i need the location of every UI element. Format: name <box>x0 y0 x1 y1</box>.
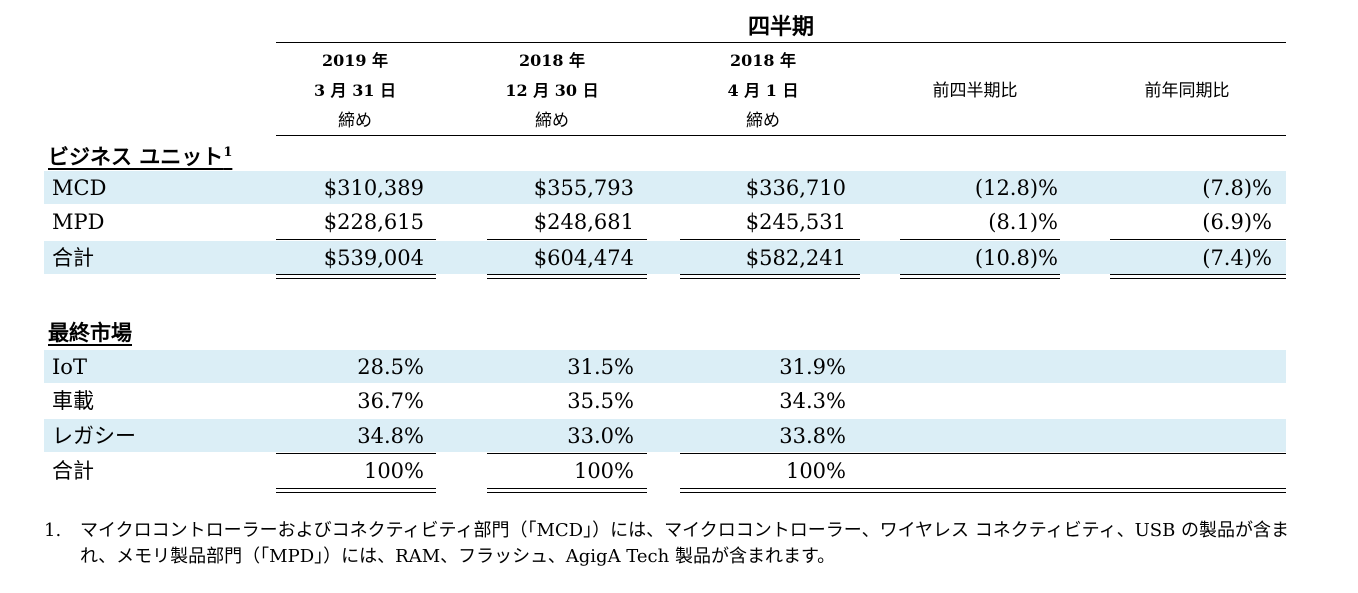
double-rule-col4 <box>900 274 1060 279</box>
footnote-mark: 1 <box>223 145 233 160</box>
row-band-iot <box>44 350 1286 383</box>
cell-mcd-q1-2019: $310,389 <box>323 176 424 200</box>
total-rule-col1 <box>276 239 436 240</box>
row-label-legacy: レガシー <box>52 424 136 448</box>
cell-total-q1-2018: $582,241 <box>745 246 846 270</box>
cell-total-q1-2019: $539,004 <box>323 246 424 270</box>
em-double-rule-col1 <box>276 488 436 493</box>
col2-year: 2018 年 <box>518 51 586 70</box>
double-rule-col1 <box>276 274 436 279</box>
row-label-total-em: 合計 <box>52 459 94 483</box>
quarter-group-title: 四半期 <box>747 14 814 40</box>
end-markets-heading: 最終市場 <box>48 320 132 345</box>
cell-total-yoy: (7.4)% <box>1202 246 1272 270</box>
double-rule-col3 <box>680 274 860 279</box>
col3-year: 2018 年 <box>729 51 797 70</box>
cell-legacy-q1-2019: 34.8% <box>357 424 424 448</box>
cell-mcd-yoy: (7.8)% <box>1202 176 1272 200</box>
col1-year: 2019 年 <box>321 51 389 70</box>
em-total-rule-col2 <box>487 453 647 454</box>
total-rule-col2 <box>487 239 647 240</box>
cell-automotive-q1-2019: 36.7% <box>357 389 424 413</box>
double-rule-col2 <box>487 274 647 279</box>
col3-date: 4 月 1 日 <box>727 81 799 100</box>
total-rule-col5 <box>1110 239 1286 240</box>
cell-mcd-q4-2018: $355,793 <box>533 176 634 200</box>
row-band-mcd <box>44 171 1286 204</box>
col1-end: 締め <box>338 111 372 131</box>
cell-mpd-q1-2018: $245,531 <box>745 210 846 234</box>
cell-iot-q4-2018: 31.5% <box>567 355 634 379</box>
total-rule-col4 <box>900 239 1060 240</box>
header-top-rule <box>276 42 1286 43</box>
cell-iot-q1-2018: 31.9% <box>779 355 846 379</box>
em-total-rule-col3 <box>680 453 1286 454</box>
cell-mpd-qoq: (8.1)% <box>988 210 1058 234</box>
total-rule-col3 <box>680 239 860 240</box>
footnote-number: 1. <box>44 520 62 541</box>
row-label-total-bu: 合計 <box>52 246 94 270</box>
row-band-legacy <box>44 419 1286 452</box>
cell-mpd-yoy: (6.9)% <box>1202 210 1272 234</box>
cell-total-q4-2018: $604,474 <box>533 246 634 270</box>
cell-mpd-q4-2018: $248,681 <box>533 210 634 234</box>
col5-header: 前年同期比 <box>1144 81 1230 101</box>
footnote-text: マイクロコントローラーおよびコネクティビティ部門（「MCD」）には、マイクロコン… <box>80 520 1290 567</box>
cell-em-total-q1-2018: 100% <box>785 459 846 483</box>
row-label-automotive: 車載 <box>52 389 94 413</box>
cell-mpd-q1-2019: $228,615 <box>323 210 424 234</box>
em-double-rule-col2 <box>487 488 647 493</box>
col2-end: 締め <box>535 111 569 131</box>
row-label-iot: IoT <box>52 355 87 379</box>
cell-automotive-q1-2018: 34.3% <box>779 389 846 413</box>
col3-end: 締め <box>746 111 780 131</box>
cell-iot-q1-2019: 28.5% <box>357 355 424 379</box>
header-bottom-rule <box>276 135 1286 136</box>
cell-mcd-q1-2018: $336,710 <box>745 176 846 200</box>
col2-date: 12 月 30 日 <box>505 81 599 100</box>
cell-legacy-q4-2018: 33.0% <box>567 424 634 448</box>
cell-total-qoq: (10.8)% <box>974 246 1058 270</box>
cell-mcd-qoq: (12.8)% <box>974 176 1058 200</box>
em-double-rule-col3 <box>680 488 1286 493</box>
row-label-mpd: MPD <box>52 210 105 234</box>
business-units-heading: ビジネス ユニット1 <box>48 140 232 170</box>
cell-legacy-q1-2018: 33.8% <box>779 424 846 448</box>
em-total-rule-col1 <box>276 453 436 454</box>
business-units-title: ビジネス ユニット <box>48 144 224 169</box>
row-label-mcd: MCD <box>52 176 107 200</box>
cell-em-total-q1-2019: 100% <box>363 459 424 483</box>
cell-automotive-q4-2018: 35.5% <box>567 389 634 413</box>
col4-header: 前四半期比 <box>932 81 1018 101</box>
cell-em-total-q4-2018: 100% <box>573 459 634 483</box>
col1-date: 3 月 31 日 <box>313 81 397 100</box>
double-rule-col5 <box>1110 274 1286 279</box>
row-band-total-bu <box>44 241 1286 274</box>
